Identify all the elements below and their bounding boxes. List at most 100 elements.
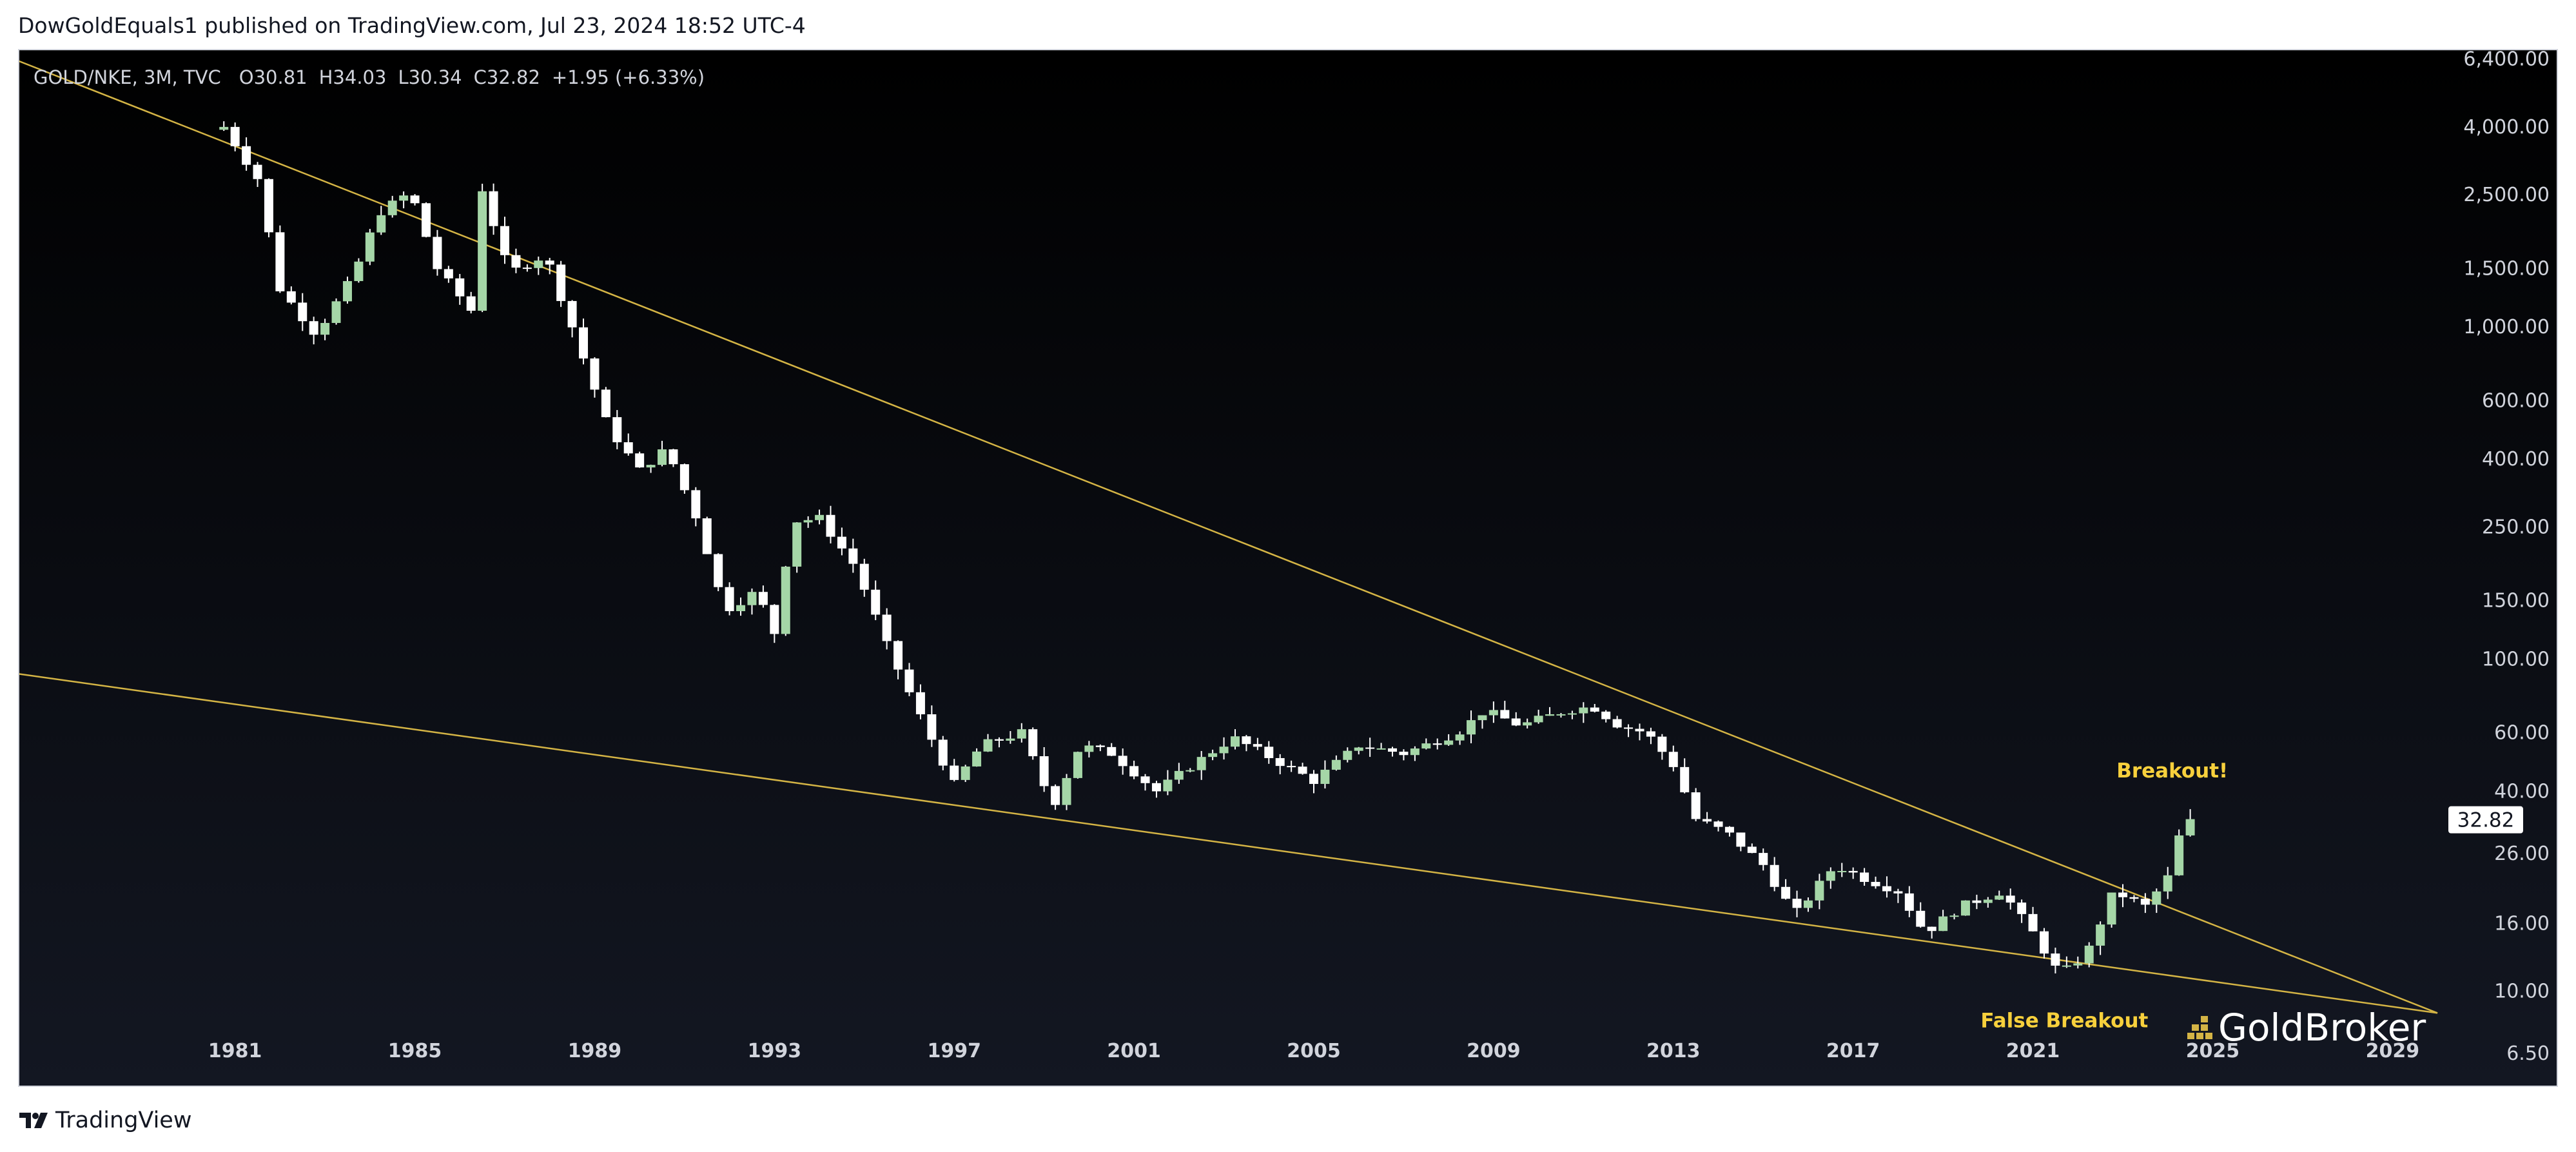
candle-body bbox=[433, 237, 442, 269]
y-tick-label: 26.00 bbox=[2494, 843, 2550, 865]
candle-body bbox=[1949, 915, 1959, 917]
candle-body bbox=[2096, 924, 2105, 946]
candle-body bbox=[2185, 819, 2195, 835]
candle-body bbox=[2051, 953, 2060, 966]
candle-body bbox=[2073, 963, 2083, 966]
candle-body bbox=[1837, 871, 1847, 873]
tradingview-logo[interactable]: TradingView bbox=[18, 1108, 191, 1133]
candle-body bbox=[1467, 720, 1476, 735]
candle-body bbox=[1927, 926, 1937, 932]
candle-body bbox=[1051, 786, 1060, 805]
candle-body bbox=[253, 164, 262, 179]
candle-body bbox=[556, 264, 566, 301]
candle-body bbox=[1354, 747, 1363, 751]
y-tick-label: 2,500.00 bbox=[2463, 184, 2550, 206]
chart-panel[interactable]: 1981 1985 1989 1993 1997 2001 2005 2009 2013 2017… bbox=[18, 49, 2558, 1087]
candle-body bbox=[1174, 770, 1184, 780]
candle-body bbox=[1095, 745, 1105, 747]
x-tick-label: 2021 bbox=[2006, 1040, 2060, 1062]
candle-body bbox=[1264, 747, 1274, 758]
candle-body bbox=[579, 327, 589, 359]
candle-body bbox=[1062, 777, 1071, 805]
candle-body bbox=[2028, 913, 2038, 932]
candle-body bbox=[702, 518, 712, 554]
candle-body bbox=[1331, 759, 1341, 770]
y-tick-label: 60.00 bbox=[2494, 722, 2550, 745]
candle-body bbox=[1579, 707, 1588, 714]
candle-body bbox=[1242, 736, 1251, 745]
y-tick-label: 1,500.00 bbox=[2463, 257, 2550, 280]
candle-body bbox=[354, 261, 364, 282]
candle-body bbox=[927, 714, 937, 740]
candle-body bbox=[342, 281, 352, 302]
y-tick-label: 40.00 bbox=[2494, 780, 2550, 803]
candle-body bbox=[489, 191, 498, 226]
candlestick-chart[interactable]: 1981 1985 1989 1993 1997 2001 2005 2009 2013 2017… bbox=[19, 50, 2557, 1086]
candle-body bbox=[893, 641, 903, 670]
candle-body bbox=[455, 278, 465, 297]
goldbroker-logo-icon bbox=[2187, 1016, 2212, 1039]
candle-body bbox=[1455, 734, 1465, 741]
candle-body bbox=[1983, 899, 1993, 903]
y-tick-label: 150.00 bbox=[2482, 590, 2550, 612]
candle-body bbox=[2152, 891, 2161, 905]
goldbroker-watermark: GoldBroker bbox=[2187, 1006, 2426, 1049]
candle-body bbox=[1545, 714, 1555, 716]
candle-body bbox=[1759, 853, 1768, 865]
candle-body bbox=[1803, 900, 1813, 908]
candle-body bbox=[365, 232, 375, 262]
chart-labels: GOLD/NKE, 3M, TVC O30.81 H34.03 L30.34 C32.8… bbox=[34, 66, 2228, 1032]
candle-body bbox=[601, 389, 610, 418]
candle-body bbox=[545, 260, 554, 265]
axes: 1981 1985 1989 1993 1997 2001 2005 2009 2013 2017… bbox=[208, 50, 2550, 1065]
candle-body bbox=[1253, 744, 1262, 747]
candle-body bbox=[1646, 731, 1655, 737]
candle-body bbox=[1612, 719, 1622, 728]
x-tick-label: 2005 bbox=[1287, 1040, 1341, 1062]
candle-body bbox=[1028, 729, 1038, 757]
candle-body bbox=[590, 358, 600, 390]
candle-body bbox=[1938, 916, 1948, 932]
candle-body bbox=[421, 203, 431, 237]
candle-body bbox=[1388, 748, 1398, 752]
x-tick-label: 1993 bbox=[748, 1040, 802, 1062]
candle-body bbox=[230, 126, 240, 146]
candle-body bbox=[444, 269, 453, 278]
candle-body bbox=[658, 449, 667, 465]
candle-body bbox=[1624, 727, 1634, 729]
candle-body bbox=[623, 442, 633, 454]
candle-body bbox=[1287, 766, 1296, 768]
candle-body bbox=[1534, 716, 1543, 723]
candle-body bbox=[1107, 747, 1117, 756]
x-tick-label: 1985 bbox=[388, 1040, 442, 1062]
candle-body bbox=[1365, 747, 1375, 749]
candle-body bbox=[803, 520, 813, 523]
x-tick-label: 2013 bbox=[1646, 1040, 1701, 1062]
candle-body bbox=[1792, 899, 1802, 908]
candle-body bbox=[2039, 931, 2049, 954]
candle-body bbox=[2129, 897, 2139, 899]
candle-body bbox=[1432, 743, 1442, 745]
legend-low: L30.34 bbox=[398, 66, 462, 88]
candle-body bbox=[1826, 871, 1835, 881]
candle-body bbox=[1151, 783, 1161, 792]
x-tick-label: 2017 bbox=[1826, 1040, 1880, 1062]
tradingview-logo-icon bbox=[19, 1113, 48, 1128]
tradingview-logo-text: TradingView bbox=[55, 1108, 192, 1133]
y-tick-label: 600.00 bbox=[2482, 389, 2550, 412]
candle-body bbox=[904, 669, 914, 692]
candle-body bbox=[1118, 756, 1127, 766]
candle-body bbox=[410, 195, 420, 204]
candle-body bbox=[2140, 899, 2150, 905]
current-price-label: 32.82 bbox=[2457, 809, 2515, 832]
candle-body bbox=[1399, 752, 1409, 756]
candle-body bbox=[466, 296, 476, 311]
candle-body bbox=[612, 417, 622, 443]
goldbroker-watermark-text: GoldBroker bbox=[2218, 1006, 2426, 1049]
candle-body bbox=[915, 692, 925, 715]
candle-body bbox=[1421, 743, 1431, 749]
candle-body bbox=[1781, 886, 1791, 899]
candle-body bbox=[242, 146, 251, 165]
candle-body bbox=[1770, 864, 1779, 887]
candle-body bbox=[1376, 748, 1386, 750]
